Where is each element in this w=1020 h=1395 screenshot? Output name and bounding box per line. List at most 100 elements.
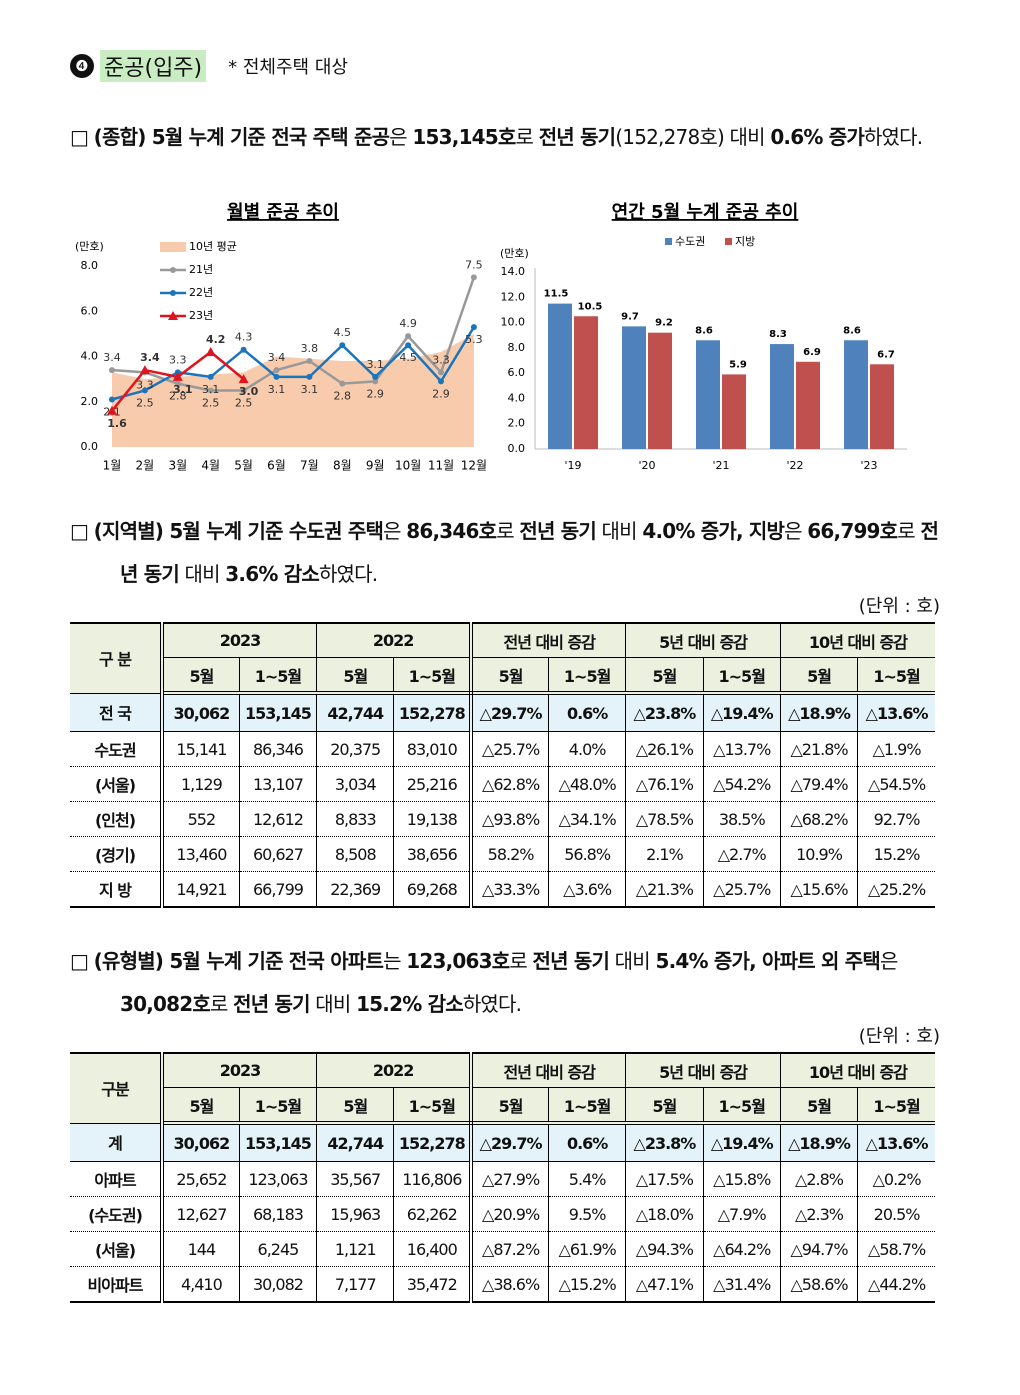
text-run: 하였다. [318,562,378,586]
data-label: 8.6 [843,325,861,336]
legend-label: 23년 [189,309,213,322]
table-row: 전 국 30,062 153,145 42,744 152,278 △29.7% 0.6% △… [70,693,935,732]
table-cell: 22,369 [316,871,394,908]
y-tick-label: 2.0 [508,417,526,430]
table-cell: 16,400 [393,1231,474,1267]
marker [372,373,379,380]
table-cell: 153,145 [238,693,317,732]
table-cell: 83,010 [393,731,474,767]
table-cell: 38,656 [393,836,474,872]
table-cell: △13.7% [702,731,781,767]
data-label: 3.1 [366,358,384,371]
data-label: 6.7 [877,349,895,360]
marker [109,367,115,374]
header-row: 5월 1~5월 5월 1~5월 5월 1~5월 5월 1~5월 5월 1~5월 [70,1087,935,1125]
table-cell: △21.3% [625,871,704,908]
table-cell: △1.9% [857,731,935,767]
row-label: (서울) [70,766,164,802]
chart-title: 연간 5월 누계 준공 추이 [612,202,799,223]
table-cell: △2.7% [702,836,781,872]
table-cell: 5.4% [547,1161,626,1197]
data-label: 2.8 [334,390,352,403]
header-cell: 1~5월 [238,1087,317,1125]
row-label: (수도권) [70,1196,164,1232]
area [112,333,474,447]
table-cell: 13,460 [161,836,240,872]
data-label: 3.3 [169,353,187,366]
table-cell: 20,375 [316,731,394,767]
x-tick-label: 10월 [395,459,421,473]
marker [438,369,444,376]
text-run: 4.0% 증가, 지방 [642,519,785,543]
table-cell: △3.6% [547,871,626,908]
bar [548,303,572,449]
table-cell: △29.7% [470,1123,549,1162]
header-cell: 5월 [625,657,704,695]
data-label: 8.6 [695,325,713,336]
table-row: 비아파트 4,410 30,082 7,177 35,472 △38.6% △15.2% △4… [70,1266,935,1303]
table-cell: △20.9% [470,1196,549,1232]
legend-label: 지방 [735,235,755,248]
marker [172,371,183,381]
table-cell: △47.1% [625,1266,704,1303]
data-label: 1.6 [107,417,127,430]
table-cell: 30,062 [161,1123,240,1162]
text-run: (152,278호) 대비 [615,125,771,149]
header-cell: 5년 대비 증감 [625,622,781,658]
text-run: 대비 [309,992,357,1016]
header-cell: 5월 [625,1087,704,1125]
data-table: 구 분 2023 2022 전년 대비 증감 5년 대비 증감 10년 대비 증감 5월 1~… [70,622,935,908]
table-cell: 30,062 [161,693,240,732]
text-run: 30,082호 [120,992,211,1016]
bar [622,326,646,449]
table-cell: △23.8% [625,693,704,732]
text-run: 는 [383,949,407,973]
data-label: 3.4 [140,351,160,364]
table-cell: △76.1% [625,766,704,802]
table-cell: 0.6% [547,1123,626,1162]
data-label: 3.1 [202,383,220,396]
marker [207,373,214,380]
table-cell: △0.2% [857,1161,935,1197]
table-cell: △64.2% [702,1231,781,1267]
table-cell: 7,177 [316,1266,394,1303]
table-cell: △19.4% [702,693,781,732]
legend-marker [170,290,176,296]
marker [141,387,148,394]
table-cell: △26.1% [625,731,704,767]
series-line [111,276,476,392]
table-cell: 60,627 [238,836,317,872]
legend-swatch [160,242,186,252]
data-label: 2.5 [202,396,220,409]
table-cell: 35,472 [393,1266,474,1303]
table-cell: 35,567 [316,1161,394,1197]
table-cell: △7.9% [702,1196,781,1232]
marker [240,346,247,353]
table-cell: △61.9% [547,1231,626,1267]
marker [238,374,249,384]
x-tick-label: 9월 [366,459,385,473]
table-row: (인천) 552 12,612 8,833 19,138 △93.8% △34.1% △78.… [70,801,935,837]
data-label: 2.5 [235,396,253,409]
table-cell: 4.0% [547,731,626,767]
table-cell: 6,245 [238,1231,317,1267]
header-cell: 5월 [779,1087,858,1125]
legend-label: 21년 [189,263,213,276]
data-label: 10.5 [578,301,603,312]
text-run: 은 [784,519,808,543]
header-cell: 2022 [316,1052,474,1088]
paragraph: □ (유형별) 5월 누계 기준 전국 아파트는 123,063호로 전년 동기… [70,940,950,1026]
bullet: □ [70,125,89,149]
y-tick-label: 12.0 [501,290,526,303]
legend-swatch [665,238,672,245]
row-label: (경기) [70,836,164,872]
marker [470,274,477,281]
row-label: (인천) [70,801,164,837]
header-cell: 1~5월 [547,1087,626,1125]
text-run: 5.4% 증가, 아파트 외 주택 [655,949,880,973]
table-cell: 92.7% [857,801,935,837]
table-cell: 0.6% [547,693,626,732]
bar [796,361,820,449]
header-cell: 전년 대비 증감 [470,622,626,658]
